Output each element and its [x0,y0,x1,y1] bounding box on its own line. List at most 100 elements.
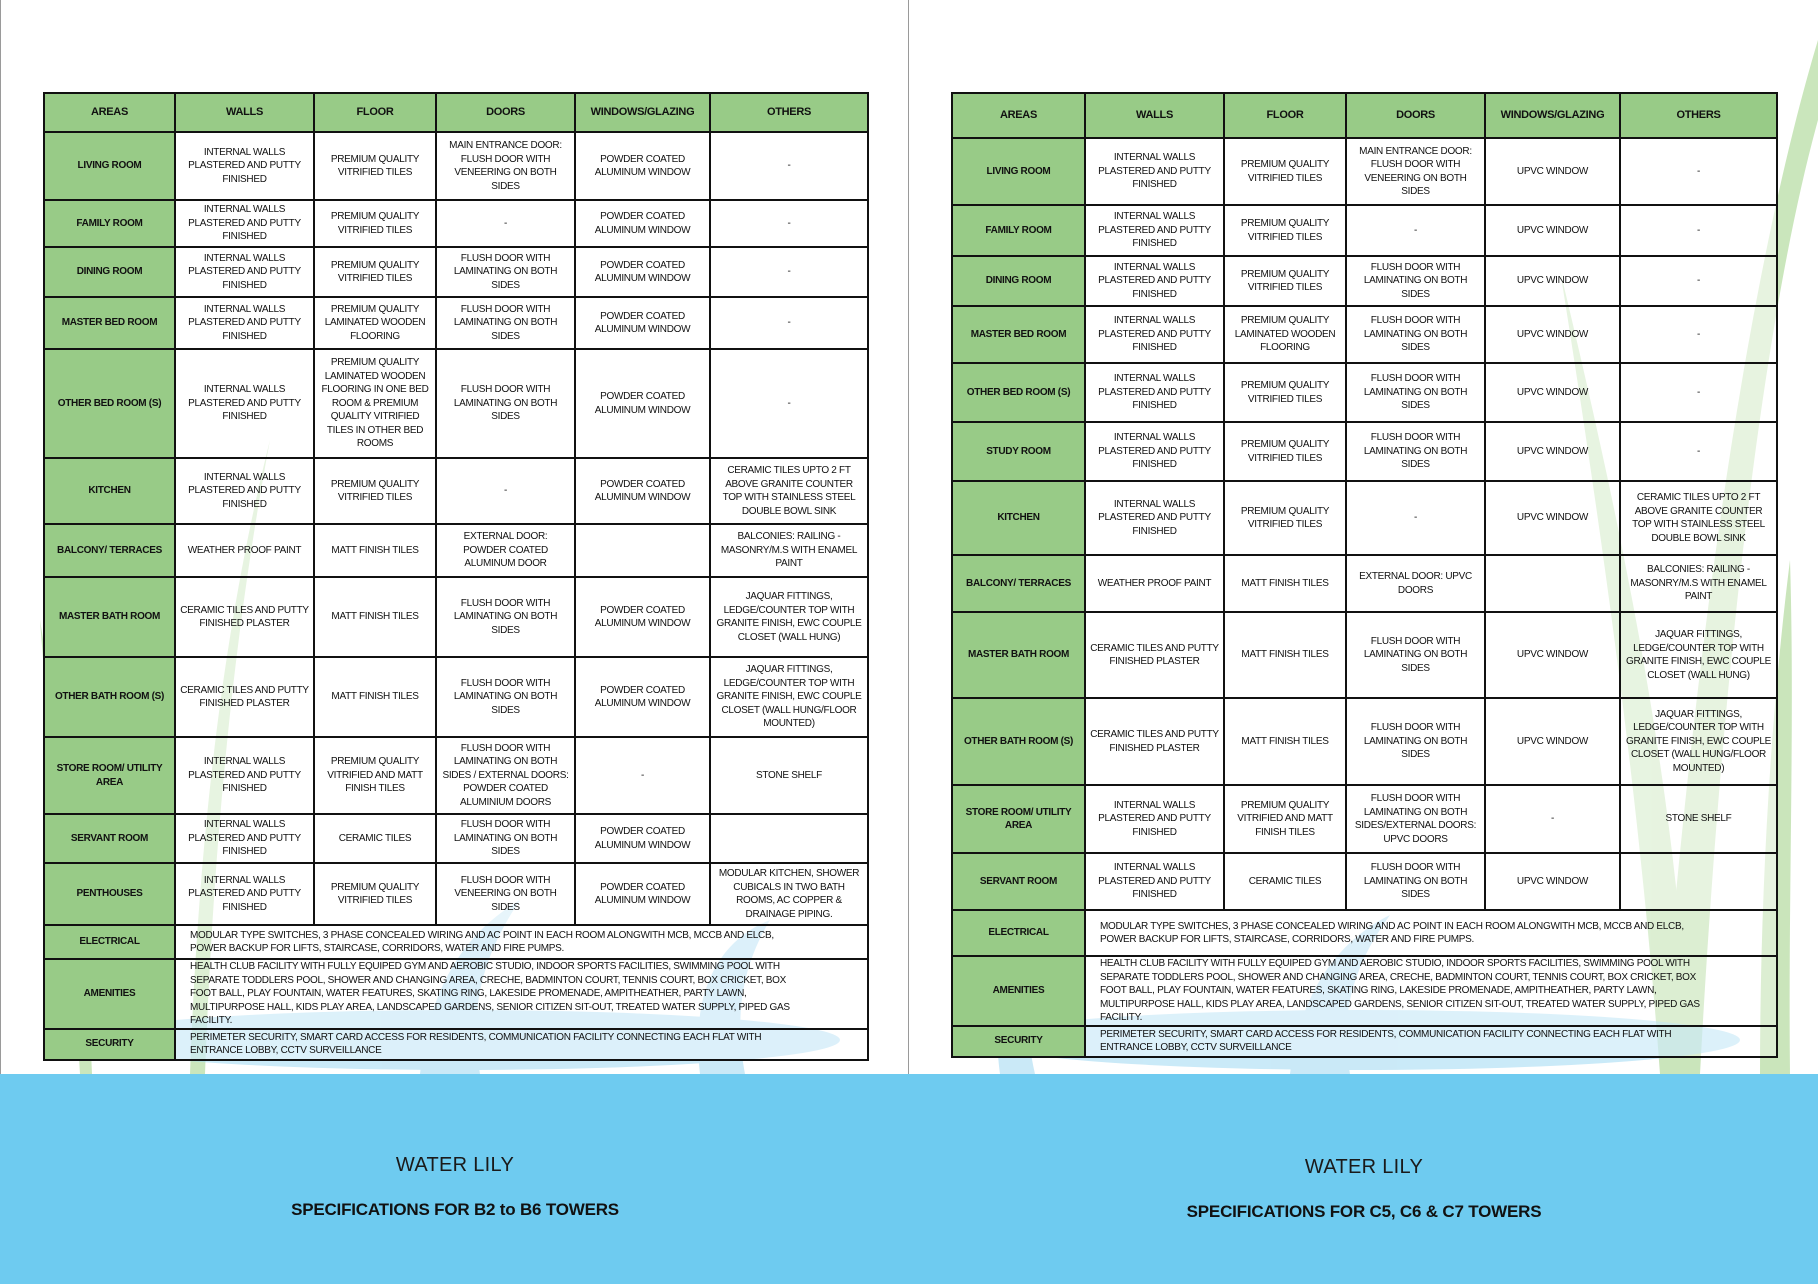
table-row: LIVING ROOM INTERNAL WALLS PLASTERED AND … [951,137,1778,206]
spec-cell: FLUSH DOOR WITH LAMINATING ON BOTH SIDES [1345,255,1486,307]
spec-cell: JAQUAR FITTINGS, LEDGE/COUNTER TOP WITH … [1619,611,1778,699]
area-label: OTHER BATH ROOM (S) [43,656,176,738]
spec-cell: FLUSH DOOR WITH LAMINATING ON BOTH SIDES [1345,305,1486,364]
spec-cell: MODULAR KITCHEN, SHOWER CUBICALS IN TWO … [709,862,869,926]
spec-cell: INTERNAL WALLS PLASTERED AND PUTTY FINIS… [174,862,315,926]
spec-cell: FLUSH DOOR WITH LAMINATING ON BOTH SIDES… [435,736,576,815]
spec-cell: PREMIUM QUALITY VITRIFIED TILES [1223,204,1347,257]
area-label: MASTER BED ROOM [43,296,176,350]
area-label: ELECTRICAL [951,909,1086,957]
spec-cell: JAQUAR FITTINGS, LEDGE/COUNTER TOP WITH … [709,656,869,738]
spec-cell: INTERNAL WALLS PLASTERED AND PUTTY FINIS… [1084,480,1225,556]
table-row-amenities: AMENITIES HEALTH CLUB FACILITY WITH FULLY… [951,955,1778,1027]
spec-cell: PREMIUM QUALITY VITRIFIED TILES [1223,255,1347,307]
spec-cell: EXTERNAL DOOR: POWDER COATED ALUMINUM DO… [435,523,576,578]
spec-cell: INTERNAL WALLS PLASTERED AND PUTTY FINIS… [1084,362,1225,423]
spec-table-right: AREAS WALLS FLOOR DOORS WINDOWS/GLAZING OTHER… [951,92,1778,1058]
area-label: STORE ROOM/ UTILITY AREA [43,736,176,815]
table-row: MASTER BATH ROOM CERAMIC TILES AND PUTTY … [43,576,869,658]
spec-cell: EXTERNAL DOOR: UPVC DOORS [1345,554,1486,613]
table-row-security: SECURITY PERIMETER SECURITY, SMART CARD A… [43,1027,869,1061]
column-header-windows-glazing: WINDOWS/GLAZING [574,92,711,133]
column-header-others: OTHERS [709,92,869,133]
spec-cell: PREMIUM QUALITY VITRIFIED TILES [313,131,437,201]
spec-cell: MAIN ENTRANCE DOOR: FLUSH DOOR WITH VENE… [1345,137,1486,206]
spec-cell: INTERNAL WALLS PLASTERED AND PUTTY FINIS… [174,813,315,864]
footer-title-right: WATER LILY [1304,1156,1424,1178]
area-label: SECURITY [43,1027,176,1061]
spec-cell: UPVC WINDOW [1484,480,1621,556]
spec-cell: UPVC WINDOW [1484,305,1621,364]
spec-cell: PREMIUM QUALITY VITRIFIED TILES [1223,137,1347,206]
spec-cell: PREMIUM QUALITY LAMINATED WOODEN FLOORIN… [313,296,437,350]
table-row: DINING ROOM INTERNAL WALLS PLASTERED AND … [951,255,1778,307]
spec-cell: MAIN ENTRANCE DOOR: FLUSH DOOR WITH VENE… [435,131,576,201]
spec-cell: INTERNAL WALLS PLASTERED AND PUTTY FINIS… [174,457,315,525]
spec-cell: FLUSH DOOR WITH LAMINATING ON BOTH SIDES [435,296,576,350]
spec-cell: FLUSH DOOR WITH VENEERING ON BOTH SIDES [435,862,576,926]
footer-subtitle-right: SPECIFICATIONS FOR C5, C6 & C7 TOWERS [1186,1202,1542,1221]
spec-cell: - [1619,305,1778,364]
spec-cell: - [1345,204,1486,257]
table-row: MASTER BATH ROOM CERAMIC TILES AND PUTTY … [951,611,1778,699]
spec-cell [1484,554,1621,613]
spec-cell: - [1484,784,1621,854]
spec-cell: - [1345,480,1486,556]
area-label: STORE ROOM/ UTILITY AREA [951,784,1086,854]
table-row-electrical: ELECTRICAL MODULAR TYPE SWITCHES, 3 PHASE… [951,909,1778,957]
column-header-doors: DOORS [1345,92,1486,139]
spec-description: PERIMETER SECURITY, SMART CARD ACCESS FO… [174,1027,869,1061]
table-row: BALCONY/ TERRACES WEATHER PROOF PAINT MATT… [43,523,869,578]
area-label: KITCHEN [43,457,176,525]
spec-cell: UPVC WINDOW [1484,611,1621,699]
spec-cell: - [709,348,869,459]
spec-cell: FLUSH DOOR WITH LAMINATING ON BOTH SIDES [1345,362,1486,423]
spec-cell: STONE SHELF [709,736,869,815]
spec-cell: PREMIUM QUALITY VITRIFIED TILES [313,862,437,926]
spec-table-left: AREAS WALLS FLOOR DOORS WINDOWS/GLAZING OTHER… [43,92,869,1061]
area-label: MASTER BATH ROOM [951,611,1086,699]
spec-description: MODULAR TYPE SWITCHES, 3 PHASE CONCEALED… [1084,909,1778,957]
table-row: PENTHOUSES INTERNAL WALLS PLASTERED AND P… [43,862,869,926]
table-row: FAMILY ROOM INTERNAL WALLS PLASTERED AND … [43,199,869,248]
column-header-others: OTHERS [1619,92,1778,139]
spec-cell: FLUSH DOOR WITH LAMINATING ON BOTH SIDES [1345,421,1486,482]
table-row-amenities: AMENITIES HEALTH CLUB FACILITY WITH FULLY… [43,958,869,1030]
spec-cell: UPVC WINDOW [1484,255,1621,307]
table-row: SERVANT ROOM INTERNAL WALLS PLASTERED AND… [43,813,869,864]
spec-cell: BALCONIES: RAILING - MASONRY/M.S WITH EN… [709,523,869,578]
spec-cell: JAQUAR FITTINGS, LEDGE/COUNTER TOP WITH … [709,576,869,658]
footer-band: WATER LILY SPECIFICATIONS FOR B2 to B6 T… [0,1074,1818,1284]
spec-cell: CERAMIC TILES AND PUTTY FINISHED PLASTER [174,576,315,658]
spec-description: MODULAR TYPE SWITCHES, 3 PHASE CONCEALED… [174,924,869,960]
spec-cell: MATT FINISH TILES [313,656,437,738]
spec-cell: UPVC WINDOW [1484,852,1621,911]
spec-cell: POWDER COATED ALUMINUM WINDOW [574,199,711,248]
area-label: LIVING ROOM [951,137,1086,206]
area-label: BALCONY/ TERRACES [951,554,1086,613]
spec-cell: FLUSH DOOR WITH LAMINATING ON BOTH SIDES [1345,611,1486,699]
spec-cell: UPVC WINDOW [1484,697,1621,786]
area-label: AMENITIES [43,958,176,1030]
table-row-security: SECURITY PERIMETER SECURITY, SMART CARD A… [951,1024,1778,1058]
spec-description: PERIMETER SECURITY, SMART CARD ACCESS FO… [1084,1024,1778,1058]
area-label: SECURITY [951,1024,1086,1058]
spec-cell: - [1619,421,1778,482]
column-header-doors: DOORS [435,92,576,133]
spec-cell: WEATHER PROOF PAINT [1084,554,1225,613]
spec-cell: INTERNAL WALLS PLASTERED AND PUTTY FINIS… [174,246,315,298]
spec-cell [574,523,711,578]
table-row: OTHER BED ROOM (S) INTERNAL WALLS PLASTER… [43,348,869,459]
spec-cell: PREMIUM QUALITY VITRIFIED TILES [313,246,437,298]
spec-cell: INTERNAL WALLS PLASTERED AND PUTTY FINIS… [1084,852,1225,911]
area-label: PENTHOUSES [43,862,176,926]
area-label: BALCONY/ TERRACES [43,523,176,578]
spec-cell: PREMIUM QUALITY VITRIFIED AND MATT FINIS… [1223,784,1347,854]
spec-cell: UPVC WINDOW [1484,204,1621,257]
area-label: DINING ROOM [951,255,1086,307]
area-label: SERVANT ROOM [951,852,1086,911]
spec-cell: POWDER COATED ALUMINUM WINDOW [574,813,711,864]
spec-cell: - [709,296,869,350]
spec-cell: MATT FINISH TILES [1223,697,1347,786]
spec-cell: UPVC WINDOW [1484,421,1621,482]
